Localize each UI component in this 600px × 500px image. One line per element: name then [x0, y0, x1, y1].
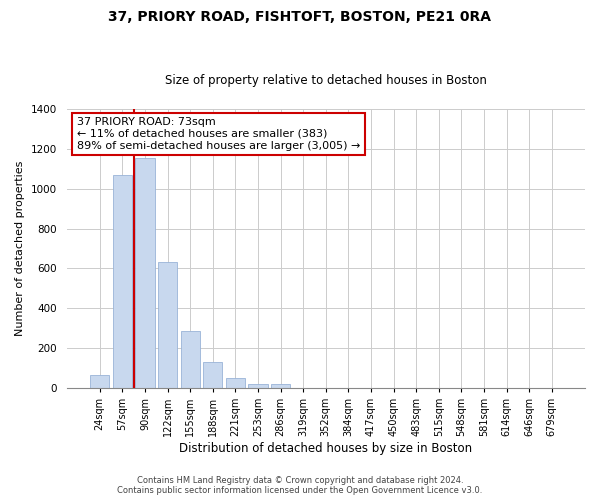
- Bar: [113, 175, 132, 388]
- Bar: [158, 262, 177, 388]
- Text: 37, PRIORY ROAD, FISHTOFT, BOSTON, PE21 0RA: 37, PRIORY ROAD, FISHTOFT, BOSTON, PE21 …: [109, 10, 491, 24]
- Bar: [203, 362, 223, 388]
- Bar: [136, 158, 155, 388]
- Bar: [248, 384, 268, 388]
- Y-axis label: Number of detached properties: Number of detached properties: [15, 161, 25, 336]
- X-axis label: Distribution of detached houses by size in Boston: Distribution of detached houses by size …: [179, 442, 472, 455]
- Bar: [271, 384, 290, 388]
- Title: Size of property relative to detached houses in Boston: Size of property relative to detached ho…: [165, 74, 487, 87]
- Bar: [90, 375, 109, 388]
- Bar: [226, 378, 245, 388]
- Bar: [181, 331, 200, 388]
- Text: 37 PRIORY ROAD: 73sqm
← 11% of detached houses are smaller (383)
89% of semi-det: 37 PRIORY ROAD: 73sqm ← 11% of detached …: [77, 118, 360, 150]
- Text: Contains HM Land Registry data © Crown copyright and database right 2024.
Contai: Contains HM Land Registry data © Crown c…: [118, 476, 482, 495]
